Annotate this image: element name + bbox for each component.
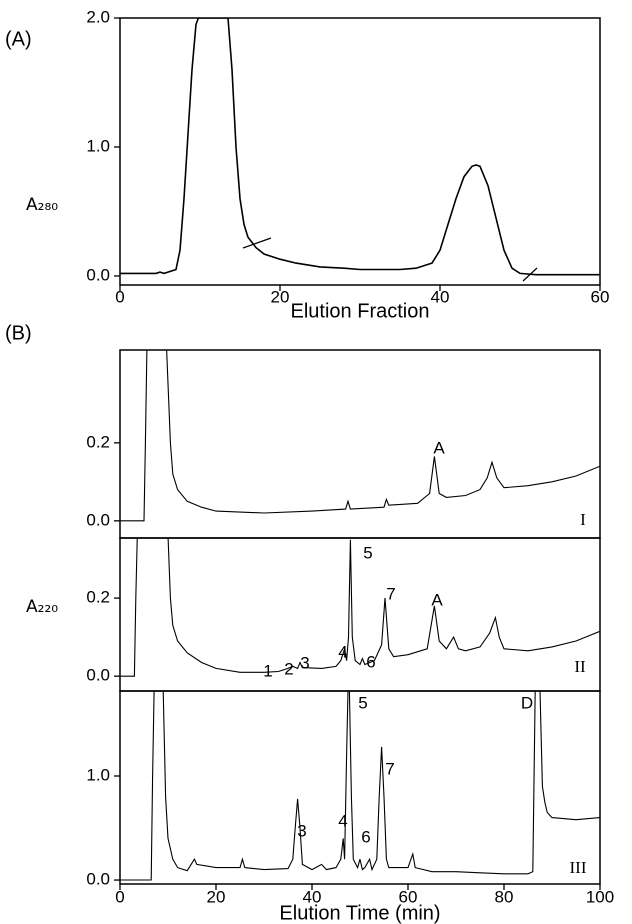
- trace-label: II: [574, 657, 586, 676]
- y-tick-label: 0.2: [86, 432, 110, 451]
- peak-label: A: [433, 438, 445, 457]
- peak-label: 4: [338, 811, 347, 830]
- cut-mark: [242, 237, 272, 249]
- x-tick-label: 80: [495, 887, 514, 906]
- peak-label: 3: [297, 821, 306, 840]
- x-tick-label: 60: [399, 887, 418, 906]
- x-tick-label: 40: [431, 287, 450, 306]
- peak-label: 2: [284, 659, 293, 678]
- y-tick-label: 0.0: [86, 870, 110, 889]
- peak-label: 1: [263, 661, 272, 680]
- plot-frame: [119, 17, 601, 286]
- plot-frame: [119, 349, 601, 539]
- x-tick-label: 0: [115, 287, 124, 306]
- peak-label: 6: [361, 827, 370, 846]
- peak-label: 7: [386, 584, 395, 603]
- y-tick-label: 0.2: [86, 588, 110, 607]
- y-tick-label: 1.0: [86, 765, 110, 784]
- trace: [120, 691, 600, 881]
- panel-label: (B): [5, 322, 32, 344]
- y-tick-label: 0.0: [86, 510, 110, 529]
- y-tick-label: 0.0: [86, 666, 110, 685]
- x-tick-label: 40: [303, 887, 322, 906]
- trace: [120, 350, 600, 522]
- plot-frame: [119, 537, 601, 692]
- peak-label: 6: [366, 652, 375, 671]
- trace: [120, 538, 600, 677]
- peak-label: 5: [363, 543, 372, 562]
- y-axis-label: A₂₈₀: [26, 195, 58, 215]
- y-tick-label: 2.0: [86, 7, 110, 26]
- plot-frame: [119, 690, 601, 885]
- peak-label: 4: [338, 642, 347, 661]
- x-tick-label: 0: [115, 887, 124, 906]
- x-tick-label: 60: [591, 287, 610, 306]
- peak-label: 3: [300, 653, 309, 672]
- x-axis-label: Elution Time (min): [279, 902, 440, 924]
- y-axis-label: A₂₂₀: [26, 597, 58, 617]
- peak-label: 5: [358, 693, 367, 712]
- trace-label: I: [580, 510, 586, 529]
- y-tick-label: 1.0: [86, 136, 110, 155]
- y-tick-label: 0.0: [86, 265, 110, 284]
- panel-label: (A): [5, 28, 32, 50]
- x-tick-label: 100: [586, 887, 614, 906]
- peak-label: D: [521, 693, 533, 712]
- x-axis-label: Elution Fraction: [291, 300, 430, 322]
- peak-label: A: [431, 590, 443, 609]
- peak-label: 7: [385, 759, 394, 778]
- x-tick-label: 20: [207, 887, 226, 906]
- trace: [120, 18, 600, 276]
- x-tick-label: 20: [271, 287, 290, 306]
- trace-label: III: [570, 858, 587, 877]
